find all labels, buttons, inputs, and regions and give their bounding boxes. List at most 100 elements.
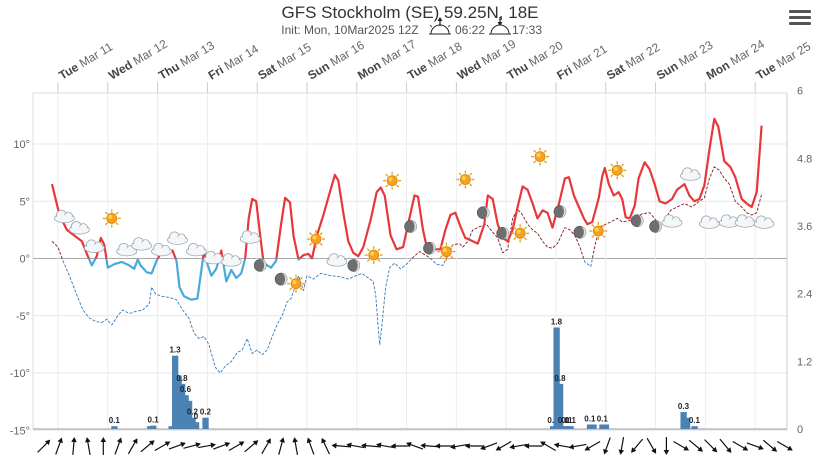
x-tick-date: Mar 16 — [328, 38, 368, 69]
precipitation-label: 0.1 — [558, 416, 570, 425]
wind-arrow-icon — [292, 437, 299, 455]
precipitation-bar — [602, 424, 610, 429]
sunset-icon — [489, 17, 511, 35]
wind-arrow-icon — [361, 442, 380, 449]
precipitation-label: 0.1 — [148, 416, 160, 425]
precipitation-bar — [590, 424, 597, 429]
wind-arrow-icon — [244, 440, 259, 453]
x-tick-date: Mar 18 — [425, 39, 465, 70]
precipitation-bar — [185, 400, 193, 429]
y-tick-label-left: 10° — [13, 139, 30, 151]
wind-arrow-icon — [154, 441, 171, 452]
x-tick-date: Mar 25 — [774, 39, 814, 70]
wind-arrow-icon — [464, 443, 483, 449]
sunrise-icon — [429, 17, 451, 35]
y-tick-label-right: 2.4 — [797, 289, 812, 301]
wind-arrow-icon — [524, 443, 543, 449]
temperature-lines — [50, 117, 763, 374]
x-tick-date: Mar 20 — [526, 38, 566, 69]
precipitation-label: 0.1 — [547, 416, 559, 425]
x-tick-label: Sat Mar 22 — [604, 40, 662, 83]
y-tick-label-right: 4.8 — [797, 153, 812, 165]
wind-arrow-icon — [495, 440, 512, 451]
precipitation-label: 1.8 — [551, 317, 563, 326]
wind-arrow-icon — [390, 443, 409, 449]
temperature-line-below-zero — [87, 258, 314, 301]
x-tick-date: Mar 23 — [676, 38, 716, 69]
wind-arrow-icon — [127, 438, 138, 455]
sun-icon — [530, 146, 550, 167]
x-tick-date: Mar 11 — [77, 39, 116, 70]
wind-arrow-icon — [71, 437, 77, 456]
precipitation-bar — [111, 426, 118, 429]
wind-arrow-icon — [213, 442, 231, 450]
moon-icon — [476, 206, 490, 220]
wind-arrows — [37, 437, 793, 456]
hamburger-icon-bar — [789, 16, 811, 19]
wind-arrow-icon — [140, 440, 155, 453]
wind-arrow-icon — [55, 437, 63, 455]
x-tick-date: Mar 12 — [130, 37, 170, 68]
precipitation-label: 0.8 — [176, 374, 188, 383]
sun-icon — [607, 160, 627, 180]
precipitation-label: 0.8 — [554, 374, 566, 383]
precipitation-bar — [683, 417, 691, 429]
precipitation-label: 0.1 — [565, 416, 577, 425]
y-tick-label-right: 0 — [797, 424, 803, 436]
y-tick-label-right: 3.6 — [797, 221, 812, 233]
x-tick-date: Mar 19 — [479, 37, 519, 68]
y-tick-label-left: 5° — [19, 196, 30, 208]
y-tick-label-left: -10° — [10, 368, 30, 380]
chart-title: GFS Stockholm (SE) 59.25N, 18E — [282, 3, 539, 22]
precipitation-label: 0.2 — [187, 408, 199, 417]
precipitation-label: 0.3 — [678, 402, 690, 411]
wind-arrow-icon — [704, 439, 718, 453]
sun-icon — [306, 229, 326, 249]
precipitation-label: 0.1 — [561, 416, 573, 425]
wind-arrow-icon — [568, 443, 587, 450]
wind-arrow-icon — [100, 437, 107, 455]
precipitation-bar — [599, 424, 606, 429]
x-tick-date: Mar 13 — [178, 38, 218, 69]
precipitation-bar — [691, 426, 698, 429]
moon-icon — [274, 272, 288, 286]
sunset-time: 17:33 — [512, 23, 542, 37]
wind-arrow-icon — [420, 442, 439, 449]
y-tick-label-right: 1.2 — [797, 356, 812, 368]
wind-arrow-icon — [509, 443, 528, 450]
wind-arrow-icon — [776, 440, 793, 451]
precipitation-bar — [549, 426, 557, 429]
precipitation-label: 0.6 — [180, 385, 192, 394]
sun-icon — [364, 245, 384, 265]
precipitation-bar — [168, 426, 175, 429]
precipitation-label: 0.1 — [597, 414, 609, 423]
precipitation-bar — [182, 395, 189, 429]
x-tick-date: Mar 15 — [274, 40, 314, 71]
wind-arrow-icon — [346, 442, 365, 449]
wind-arrow-icon — [331, 442, 350, 449]
wind-arrow-icon — [168, 442, 186, 450]
wind-arrow-icon — [85, 437, 91, 455]
x-tick-date: Mar 17 — [379, 37, 419, 68]
chart-subtitle: Init: Mon, 10Mar2025 12Z — [281, 23, 418, 37]
wind-arrow-icon — [435, 443, 454, 449]
wind-arrow-icon — [450, 443, 468, 450]
wind-arrow-icon — [646, 437, 657, 454]
precipitation-bar — [172, 355, 179, 429]
y-tick-label-right: 6 — [797, 86, 803, 98]
x-tick-date: Mar 21 — [570, 42, 610, 73]
wind-arrow-icon — [37, 439, 51, 453]
moon-icon — [630, 214, 644, 228]
precipitation-bar — [560, 426, 567, 429]
moon-icon — [553, 205, 567, 219]
x-tick-date: Mar 24 — [728, 37, 768, 68]
precipitation-label: 1.3 — [169, 346, 181, 355]
precipitation-bar — [178, 383, 186, 429]
precipitation-bar — [202, 417, 209, 429]
x-tick-label: Tue Mar 11 — [56, 39, 115, 82]
sun-icon — [382, 170, 402, 191]
y-axis-right: 6 4.8 3.6 2.4 1.2 0 — [786, 86, 812, 436]
chart-menu-button[interactable] — [789, 10, 811, 30]
wind-arrow-icon — [584, 440, 601, 451]
